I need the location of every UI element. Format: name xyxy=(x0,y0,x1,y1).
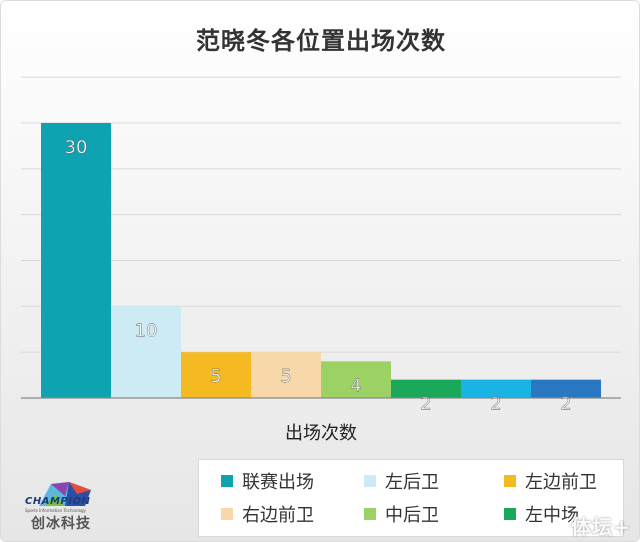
bar-value-label: 2 xyxy=(560,394,571,415)
bar-value-label: 5 xyxy=(210,366,221,387)
legend-swatch xyxy=(221,475,233,487)
legend-item: 左中场 xyxy=(504,501,579,527)
bar-value-label: 4 xyxy=(350,375,361,396)
legend-label: 左后卫 xyxy=(385,472,439,493)
logo-subtitle: Sports Information Technology xyxy=(25,508,86,513)
logo-wordmark: CHAMPION xyxy=(25,496,91,507)
bar-chart: 30 10 5 5 4 2 2 2 xyxy=(21,76,621,415)
legend-item: 左边前卫 xyxy=(504,468,597,494)
bar xyxy=(391,379,461,398)
bar-value-label: 30 xyxy=(65,137,88,158)
bar-value-label: 10 xyxy=(135,320,158,341)
legend-swatch xyxy=(364,508,376,520)
legend-item: 联赛出场 xyxy=(221,468,314,494)
legend: 联赛出场 左后卫 左边前卫右边前卫 中后卫 左中场 xyxy=(198,459,624,537)
watermark: 体坛+ xyxy=(571,515,631,539)
champion-logo-icon xyxy=(39,482,91,506)
bar xyxy=(531,379,601,398)
bar-value-label: 2 xyxy=(490,394,501,415)
legend-swatch xyxy=(221,508,233,520)
legend-item: 右边前卫 xyxy=(221,501,314,527)
legend-label: 左边前卫 xyxy=(525,472,597,493)
legend-item: 中后卫 xyxy=(364,501,439,527)
x-axis-label: 出场次数 xyxy=(285,423,357,444)
bar xyxy=(461,379,531,398)
legend-label: 联赛出场 xyxy=(242,472,314,493)
bar xyxy=(321,361,391,398)
bar xyxy=(41,123,111,398)
bar xyxy=(181,352,251,398)
bar-value-label: 5 xyxy=(280,366,291,387)
chart-title: 范晓冬各位置出场次数 xyxy=(196,27,446,55)
bar xyxy=(111,306,181,398)
legend-label: 左中场 xyxy=(525,505,579,526)
legend-swatch xyxy=(504,475,516,487)
logo-chinese-name: 创冰科技 xyxy=(31,516,91,532)
legend-swatch xyxy=(504,508,516,520)
legend-swatch xyxy=(364,475,376,487)
legend-label: 中后卫 xyxy=(385,505,439,526)
bar-value-label: 2 xyxy=(420,394,431,415)
legend-label: 右边前卫 xyxy=(242,505,314,526)
legend-item: 左后卫 xyxy=(364,468,439,494)
bar xyxy=(251,352,321,398)
